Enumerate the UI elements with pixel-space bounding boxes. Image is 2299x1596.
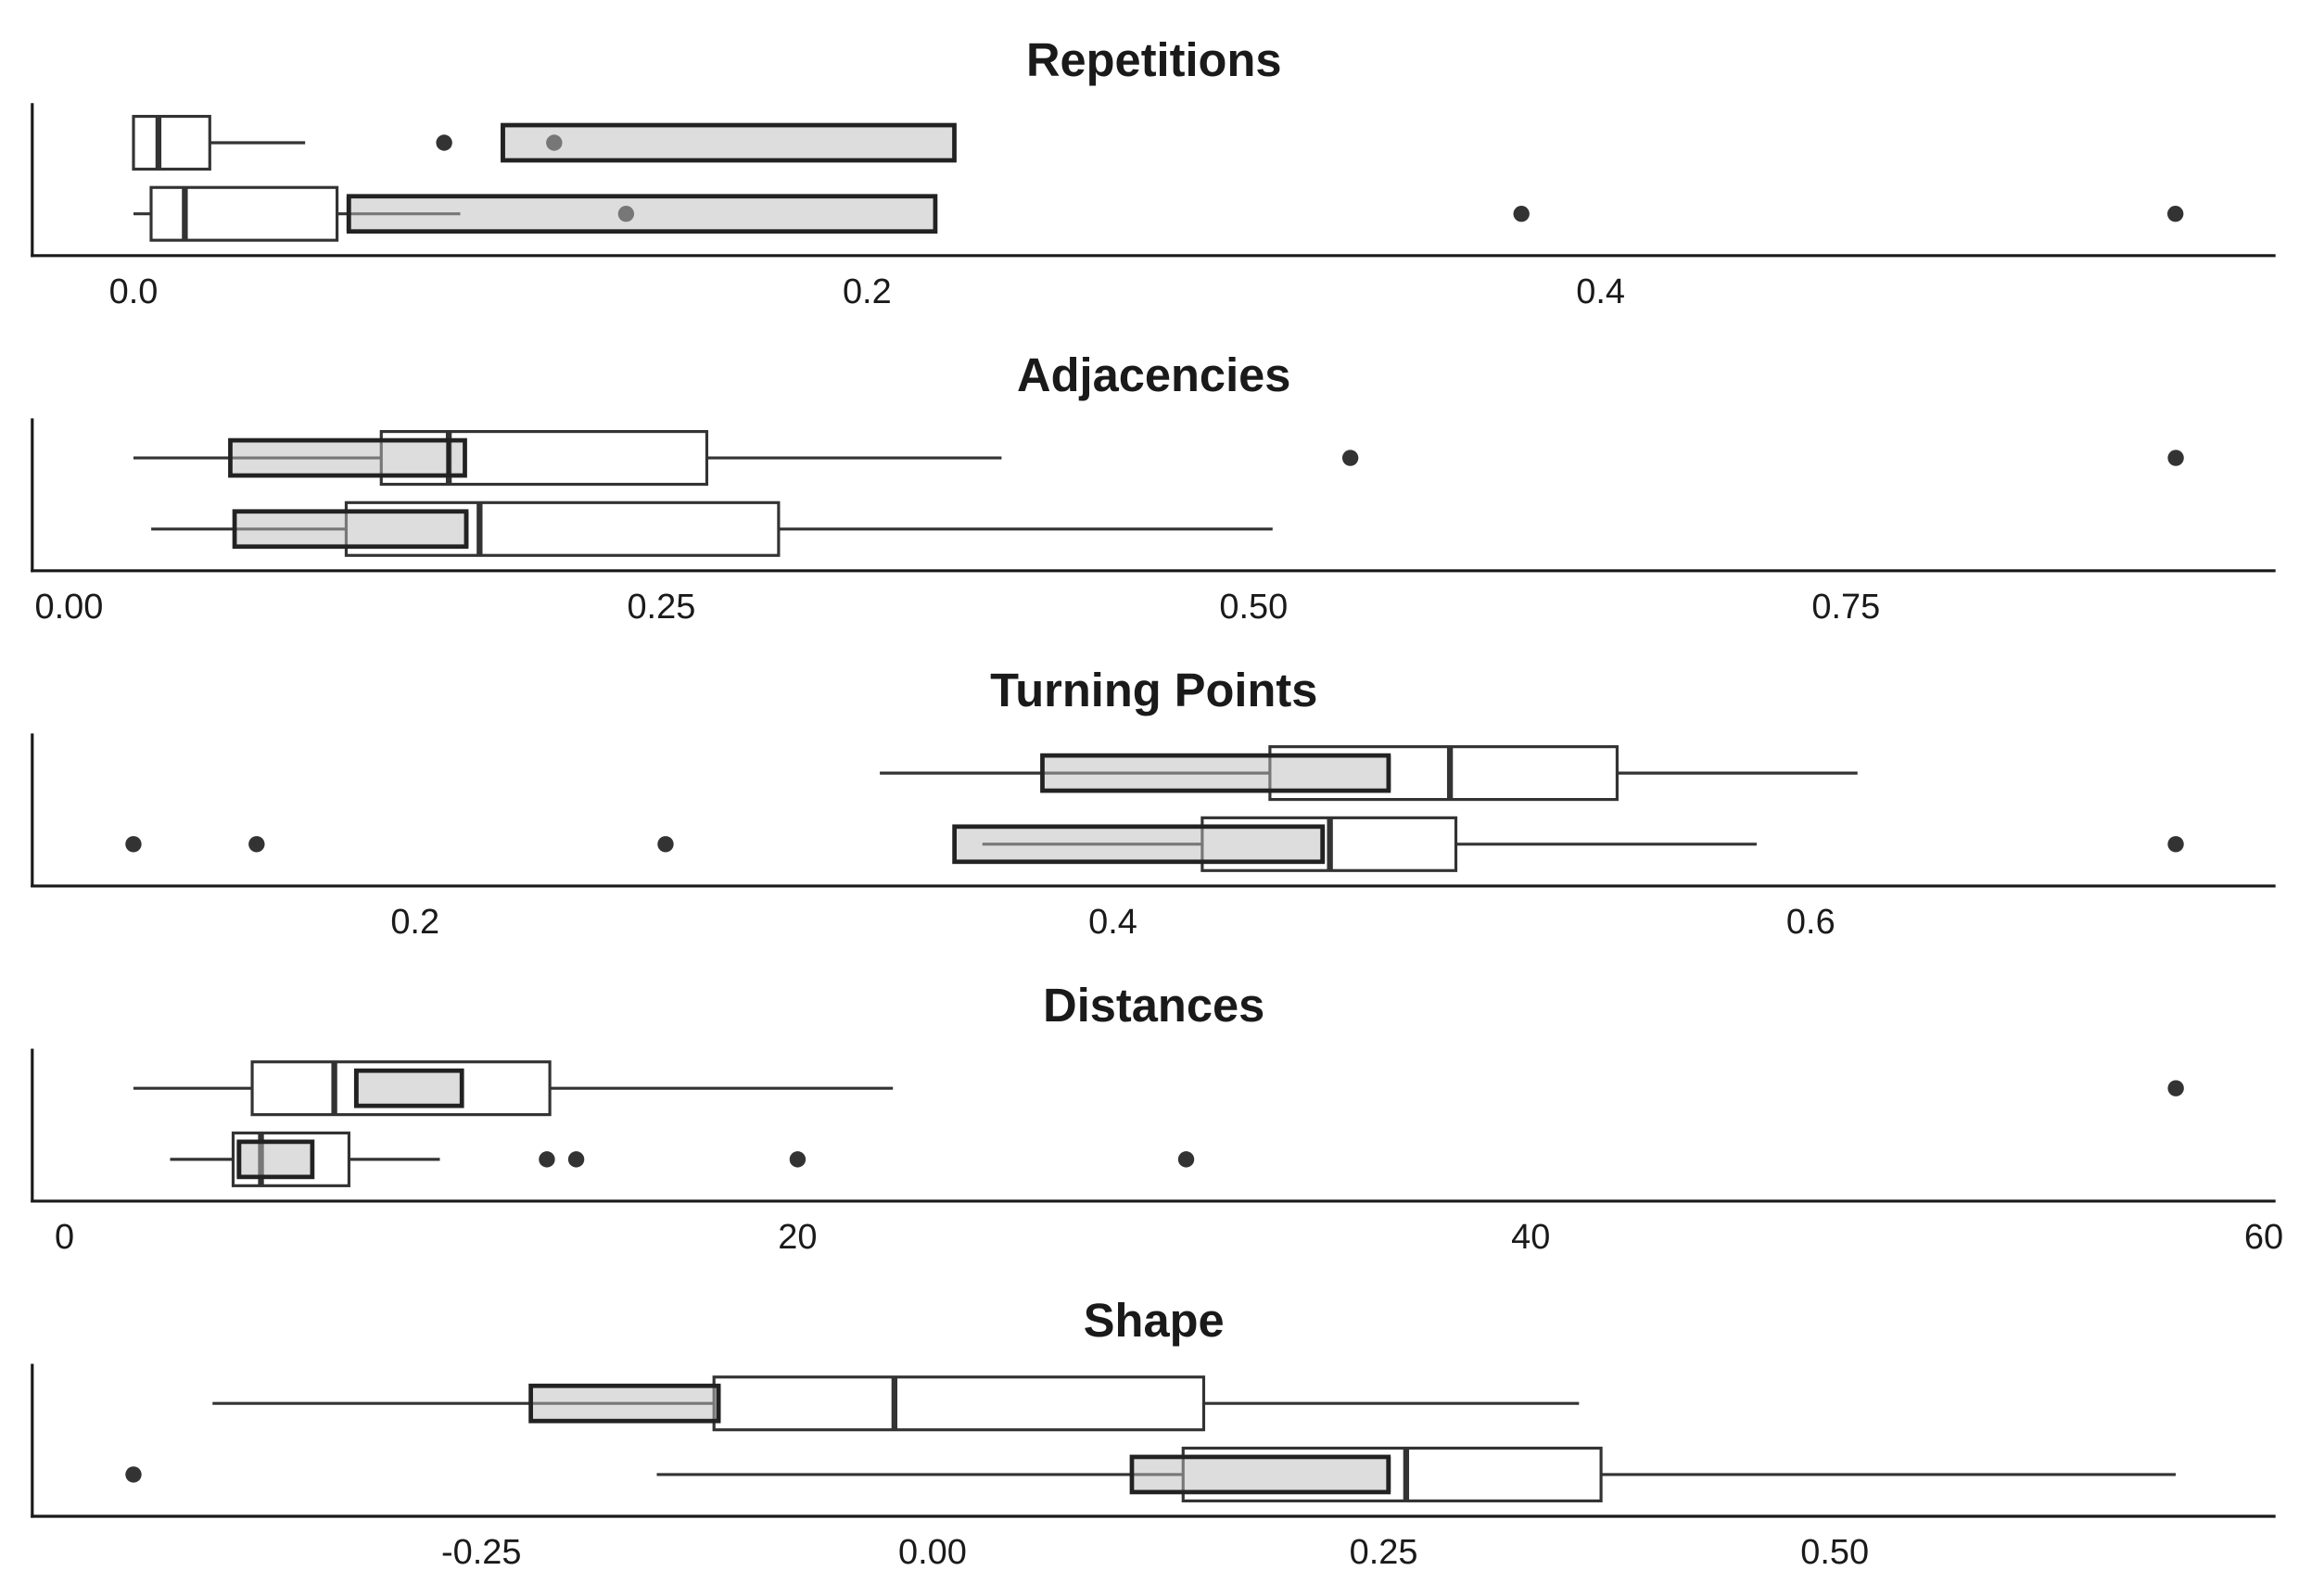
outlier xyxy=(2167,450,2184,466)
x-tick-label: 0.2 xyxy=(390,903,439,942)
outlier xyxy=(125,836,142,853)
panel-title: Shape xyxy=(1084,1294,1225,1347)
x-tick-label: -0.25 xyxy=(441,1533,521,1572)
x-tick-label: 0.0 xyxy=(109,272,159,311)
x-tick-label: 0.00 xyxy=(898,1533,967,1572)
x-tick-label: 0.4 xyxy=(1088,903,1137,942)
panel-title: Turning Points xyxy=(990,664,1317,716)
box xyxy=(232,509,469,550)
outlier xyxy=(2167,836,2184,853)
x-tick-label: 0.2 xyxy=(843,272,892,311)
x-tick-label: 0.6 xyxy=(1786,903,1835,942)
box xyxy=(132,114,211,171)
outlier xyxy=(1177,1151,1195,1168)
x-tick-label: 0.50 xyxy=(1219,588,1288,627)
box xyxy=(952,824,1326,865)
box xyxy=(149,185,339,242)
box xyxy=(1040,753,1391,793)
panel-title: Repetitions xyxy=(1026,33,1282,86)
box xyxy=(1129,1454,1391,1495)
x-tick-label: 0.25 xyxy=(627,588,695,627)
panel-title: Distances xyxy=(1043,979,1264,1032)
outlier xyxy=(2167,1080,2184,1096)
x-tick-label: 0.75 xyxy=(1811,588,1880,627)
box xyxy=(353,1068,464,1108)
outlier xyxy=(539,1151,555,1168)
outlier xyxy=(657,836,674,853)
outlier xyxy=(567,1151,585,1168)
x-tick-label: 20 xyxy=(778,1218,817,1257)
box xyxy=(236,1139,315,1180)
outlier xyxy=(2166,206,2184,222)
box xyxy=(346,194,938,234)
outlier xyxy=(125,1466,142,1483)
x-tick-label: 60 xyxy=(2244,1218,2283,1257)
outlier xyxy=(1513,206,1530,222)
box xyxy=(228,437,467,478)
panel-title: Adjacencies xyxy=(1017,348,1290,401)
outlier xyxy=(789,1151,807,1168)
outlier xyxy=(1341,450,1359,466)
outlier xyxy=(436,134,452,151)
outlier xyxy=(248,836,265,853)
x-tick-label: 0 xyxy=(55,1218,74,1257)
box xyxy=(712,1375,1206,1432)
x-tick-label: 0.4 xyxy=(1576,272,1625,311)
box xyxy=(528,1383,721,1424)
x-tick-label: 40 xyxy=(1511,1218,1550,1257)
box xyxy=(501,122,957,163)
x-tick-label: 0.25 xyxy=(1350,1533,1418,1572)
x-tick-label: 0.00 xyxy=(34,588,103,627)
x-tick-label: 0.50 xyxy=(1800,1533,1869,1572)
